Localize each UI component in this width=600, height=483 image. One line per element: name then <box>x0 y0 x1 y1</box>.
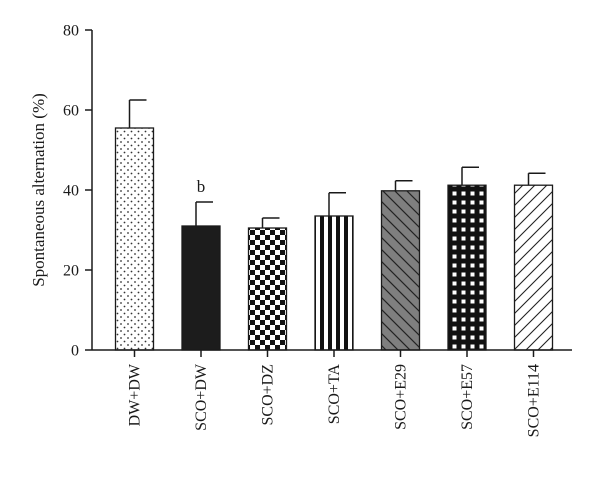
bar-sco-e57 <box>447 184 487 351</box>
bar-sco-e114 <box>513 184 554 351</box>
x-tick-label: SCO+DW <box>193 363 210 431</box>
x-tick-label: SCO+E29 <box>393 364 410 430</box>
x-tick-label: DW+DW <box>127 363 144 426</box>
y-axis-title: Spontaneous alternation (%) <box>29 93 48 287</box>
bar-sco-e29 <box>380 190 421 351</box>
y-tick-label: 80 <box>63 23 79 40</box>
significance-annotation: b <box>197 177 206 196</box>
bar-sco-dw <box>181 225 221 351</box>
bar-sco-ta <box>314 215 354 351</box>
bar-dw-dw <box>114 127 155 351</box>
x-tick-label: SCO+DZ <box>260 364 277 425</box>
y-tick-label: 0 <box>71 343 79 360</box>
y-tick-label: 40 <box>63 183 79 200</box>
y-tick-label: 60 <box>63 103 79 120</box>
x-tick-label: SCO+E114 <box>526 364 543 437</box>
y-tick-label: 20 <box>63 263 79 280</box>
bar-sco-dz <box>247 227 288 351</box>
x-tick-label: SCO+TA <box>326 364 343 425</box>
x-tick-label: SCO+E57 <box>459 364 476 430</box>
